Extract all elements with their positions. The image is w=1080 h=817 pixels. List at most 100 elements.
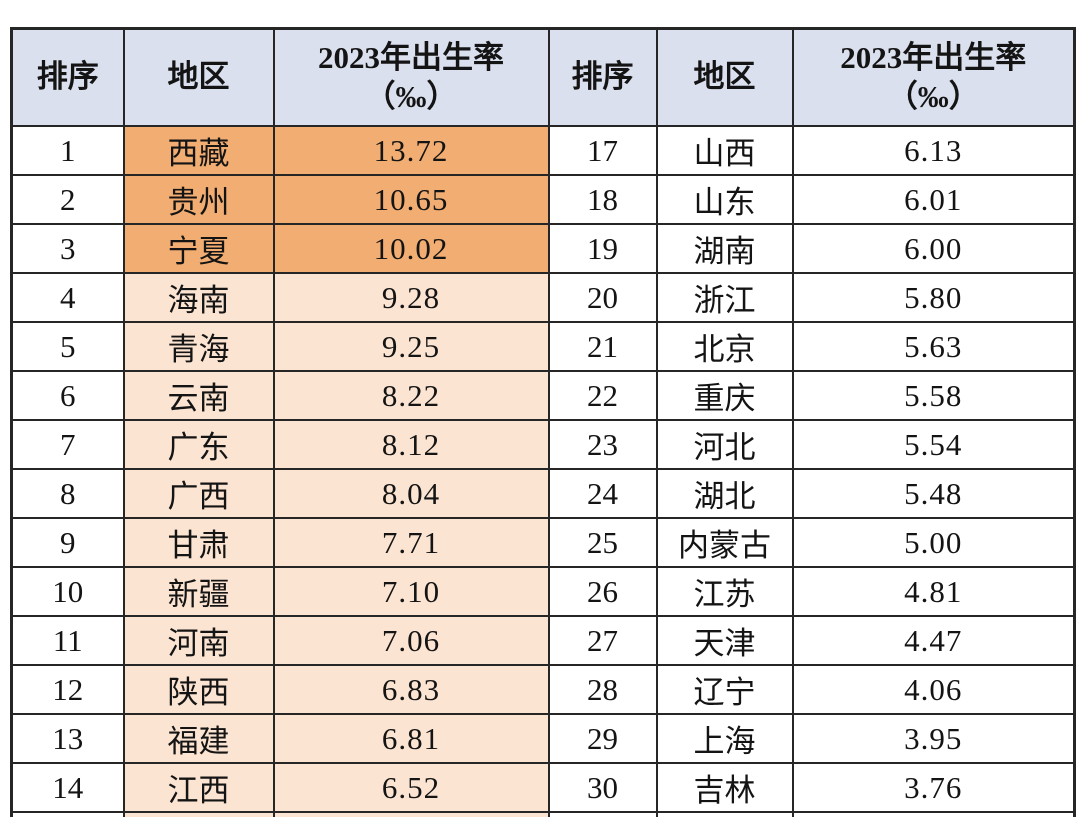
table-row: 7 广东 8.12 23 河北 5.54 bbox=[10, 419, 1076, 470]
table-row: 4 海南 9.28 20 浙江 5.80 bbox=[10, 272, 1076, 323]
rank-cell-right: 24 bbox=[547, 468, 658, 519]
region-cell-left: 广西 bbox=[122, 468, 275, 519]
value-cell-right: 5.80 bbox=[791, 272, 1076, 323]
rank-cell-right: 19 bbox=[547, 223, 658, 274]
region-cell-left: 安徽 bbox=[122, 811, 275, 817]
value-cell-right: 5.58 bbox=[791, 370, 1076, 421]
rank-cell-left: 5 bbox=[10, 321, 125, 372]
rate-header-line2: （‰） bbox=[886, 78, 980, 114]
region-cell-right: 湖南 bbox=[655, 223, 794, 274]
column-header-rank-left: 排序 bbox=[10, 27, 125, 127]
rank-cell-left: 10 bbox=[10, 566, 125, 617]
value-cell-left: 8.12 bbox=[272, 419, 550, 470]
region-cell-left: 甘肃 bbox=[122, 517, 275, 568]
column-header-rank-right: 排序 bbox=[547, 27, 658, 127]
rank-cell-left: 4 bbox=[10, 272, 125, 323]
region-cell-left: 宁夏 bbox=[122, 223, 275, 274]
region-cell-right: 天津 bbox=[655, 615, 794, 666]
region-cell-right: 内蒙古 bbox=[655, 517, 794, 568]
value-cell-left: 9.28 bbox=[272, 272, 550, 323]
rate-header-line1: 2023年出生率 bbox=[840, 39, 1027, 75]
rank-cell-right: 27 bbox=[547, 615, 658, 666]
rate-header-line1: 2023年出生率 bbox=[318, 39, 504, 75]
region-cell-right: 北京 bbox=[655, 321, 794, 372]
table-row: 2 贵州 10.65 18 山东 6.01 bbox=[10, 174, 1076, 225]
table-row: 14 江西 6.52 30 吉林 3.76 bbox=[10, 762, 1076, 813]
rank-cell-right: 26 bbox=[547, 566, 658, 617]
value-cell-left: 9.25 bbox=[272, 321, 550, 372]
table-row: 10 新疆 7.10 26 江苏 4.81 bbox=[10, 566, 1076, 617]
value-cell-right: 6.13 bbox=[791, 125, 1076, 176]
rank-cell-right: 28 bbox=[547, 664, 658, 715]
table-row: 9 甘肃 7.71 25 内蒙古 5.00 bbox=[10, 517, 1076, 568]
region-cell-left: 河南 bbox=[122, 615, 275, 666]
table-row: 5 青海 9.25 21 北京 5.63 bbox=[10, 321, 1076, 372]
region-cell-right: 吉林 bbox=[655, 762, 794, 813]
value-cell-left: 6.45 bbox=[272, 811, 550, 817]
value-cell-right: 6.01 bbox=[791, 174, 1076, 225]
region-cell-left: 贵州 bbox=[122, 174, 275, 225]
rank-cell-right: 25 bbox=[547, 517, 658, 568]
table-row: 11 河南 7.06 27 天津 4.47 bbox=[10, 615, 1076, 666]
rank-cell-right: 22 bbox=[547, 370, 658, 421]
value-cell-left: 8.04 bbox=[272, 468, 550, 519]
value-cell-left: 6.52 bbox=[272, 762, 550, 813]
value-cell-right: 5.63 bbox=[791, 321, 1076, 372]
value-cell-right: 6.00 bbox=[791, 223, 1076, 274]
rank-cell-left: 2 bbox=[10, 174, 125, 225]
rank-cell-left: 9 bbox=[10, 517, 125, 568]
region-cell-right: 浙江 bbox=[655, 272, 794, 323]
region-cell-left: 海南 bbox=[122, 272, 275, 323]
column-header-region-left: 地区 bbox=[122, 27, 275, 127]
region-cell-right: 山西 bbox=[655, 125, 794, 176]
rank-cell-left: 11 bbox=[10, 615, 125, 666]
region-cell-right: 黑龙江 bbox=[655, 811, 794, 817]
value-cell-left: 7.06 bbox=[272, 615, 550, 666]
value-cell-left: 10.65 bbox=[272, 174, 550, 225]
rank-cell-left: 14 bbox=[10, 762, 125, 813]
region-cell-right: 上海 bbox=[655, 713, 794, 764]
rank-cell-right: 17 bbox=[547, 125, 658, 176]
region-cell-right: 河北 bbox=[655, 419, 794, 470]
rank-cell-left: 6 bbox=[10, 370, 125, 421]
header-row: 排序 地区 2023年出生率 （‰） 排序 地区 2023年出生率 （‰） bbox=[10, 27, 1076, 127]
rank-cell-right: 31 bbox=[547, 811, 658, 817]
table-row: 13 福建 6.81 29 上海 3.95 bbox=[10, 713, 1076, 764]
rate-header-line2: （‰） bbox=[364, 78, 458, 114]
rank-cell-left: 3 bbox=[10, 223, 125, 274]
table-row: 1 西藏 13.72 17 山西 6.13 bbox=[10, 125, 1076, 176]
value-cell-left: 8.22 bbox=[272, 370, 550, 421]
region-cell-right: 重庆 bbox=[655, 370, 794, 421]
table-row: 12 陕西 6.83 28 辽宁 4.06 bbox=[10, 664, 1076, 715]
rank-cell-right: 21 bbox=[547, 321, 658, 372]
region-cell-left: 新疆 bbox=[122, 566, 275, 617]
value-cell-right: 2.92 bbox=[791, 811, 1076, 817]
rank-cell-right: 29 bbox=[547, 713, 658, 764]
value-cell-left: 10.02 bbox=[272, 223, 550, 274]
column-header-rate-left: 2023年出生率 （‰） bbox=[272, 27, 550, 127]
table-row: 15安徽6.4531黑龙江2.92 bbox=[10, 811, 1076, 817]
value-cell-left: 13.72 bbox=[272, 125, 550, 176]
table-row: 6 云南 8.22 22 重庆 5.58 bbox=[10, 370, 1076, 421]
value-cell-right: 5.54 bbox=[791, 419, 1076, 470]
column-header-region-right: 地区 bbox=[655, 27, 794, 127]
rank-cell-left: 7 bbox=[10, 419, 125, 470]
region-cell-left: 青海 bbox=[122, 321, 275, 372]
value-cell-right: 3.76 bbox=[791, 762, 1076, 813]
region-cell-left: 江西 bbox=[122, 762, 275, 813]
rank-cell-left: 15 bbox=[10, 811, 125, 817]
table-header: 排序 地区 2023年出生率 （‰） 排序 地区 2023年出生率 （‰） bbox=[10, 27, 1076, 127]
rank-cell-right: 20 bbox=[547, 272, 658, 323]
region-cell-right: 江苏 bbox=[655, 566, 794, 617]
region-cell-left: 云南 bbox=[122, 370, 275, 421]
rank-cell-left: 1 bbox=[10, 125, 125, 176]
value-cell-right: 4.81 bbox=[791, 566, 1076, 617]
value-cell-right: 3.95 bbox=[791, 713, 1076, 764]
region-cell-right: 辽宁 bbox=[655, 664, 794, 715]
value-cell-left: 7.10 bbox=[272, 566, 550, 617]
value-cell-left: 7.71 bbox=[272, 517, 550, 568]
value-cell-right: 4.06 bbox=[791, 664, 1076, 715]
value-cell-right: 5.48 bbox=[791, 468, 1076, 519]
